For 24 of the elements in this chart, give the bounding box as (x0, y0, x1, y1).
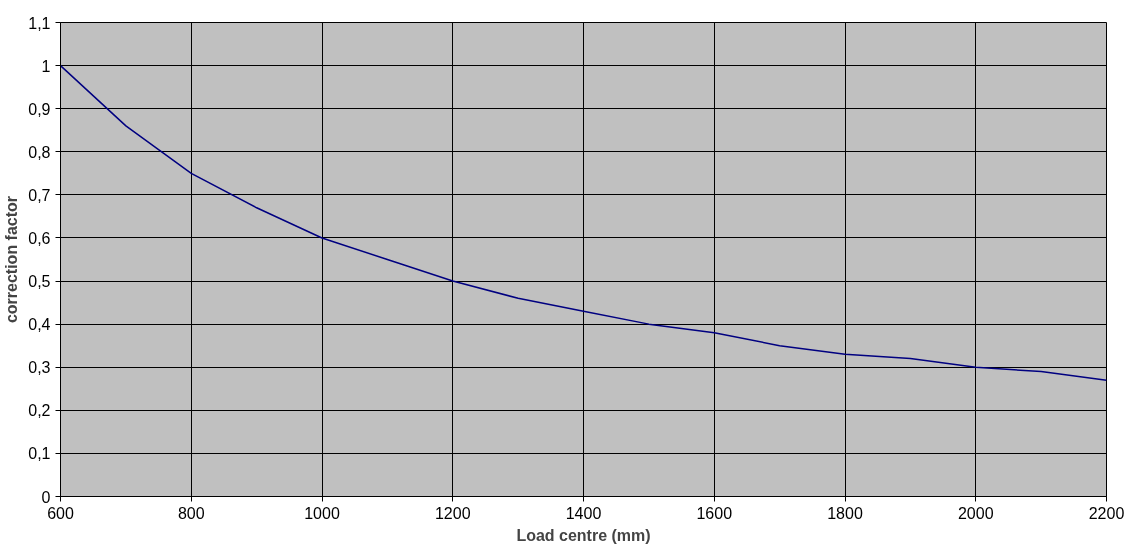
y-tick-label: 0,7 (28, 186, 51, 204)
y-tick-label: 0,9 (28, 100, 51, 118)
y-tick-label: 1 (41, 57, 51, 75)
x-tick-label: 1600 (696, 504, 733, 522)
x-tick-label: 2200 (1088, 504, 1125, 522)
y-tick-label: 0,5 (28, 273, 51, 291)
x-tick-label: 1000 (304, 504, 340, 522)
x-tick-label: 1400 (565, 504, 602, 522)
x-axis-title: Load centre (mm) (516, 526, 651, 544)
y-axis-title: correction factor (3, 195, 21, 324)
y-tick-label: 0,1 (28, 445, 51, 463)
y-tick-label: 0 (41, 488, 51, 506)
y-tick-label: 0,4 (28, 316, 51, 334)
y-tick-label: 0,2 (28, 402, 51, 420)
x-tick-label: 1200 (434, 504, 471, 522)
x-tick-label: 800 (177, 504, 205, 522)
x-tick-label: 2000 (957, 504, 994, 522)
y-tick-label: 0,6 (28, 229, 51, 247)
y-tick-label: 0,3 (28, 359, 51, 377)
y-tick-label: 0,8 (28, 143, 51, 161)
x-tick-label: 600 (47, 504, 74, 522)
x-tick-label: 1800 (827, 504, 863, 522)
y-tick-label: 1,1 (28, 14, 51, 32)
line-series (60, 64, 1107, 381)
